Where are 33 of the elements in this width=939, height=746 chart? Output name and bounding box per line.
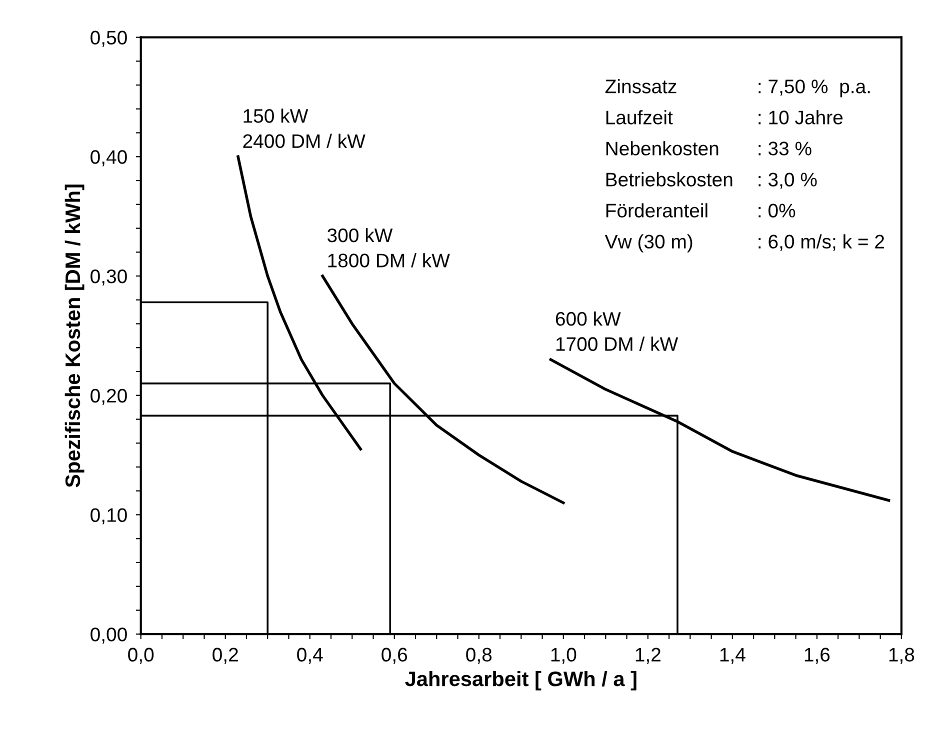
x-tick-label: 0,4 (297, 648, 323, 664)
annotation: : 3,0 % (758, 172, 817, 189)
y-tick-label: 0,40 (90, 150, 127, 166)
x-tick-label: 0,6 (382, 648, 408, 664)
series-label: 600 kW 1700 DM / kW (556, 312, 678, 351)
y-tick-label: 0,30 (90, 269, 127, 286)
annotation: : 33 % (758, 142, 812, 156)
annotation: : 0% (758, 204, 796, 218)
x-tick-label: 1,0 (551, 648, 576, 664)
annotation: Laufzeit (606, 110, 673, 124)
x-tick-label: 1,6 (804, 648, 830, 664)
x-tick-label: 0,0 (128, 648, 154, 664)
annotation: : 6,0 m/s; k = 2 (758, 234, 884, 251)
x-tick-label: 1,4 (720, 648, 746, 664)
y-axis-title: Spezifische Kosten [DM / kWh] (64, 184, 84, 488)
annotation: Förderanteil (606, 203, 708, 218)
annotation: Betriebskosten (606, 172, 732, 186)
y-tick-label: 0,10 (90, 508, 127, 524)
x-tick-label: 1,2 (636, 648, 660, 664)
y-tick-label: 0,20 (90, 388, 127, 405)
annotation: : 10 Jahre (758, 110, 843, 124)
y-tick-label: 0,50 (90, 30, 127, 47)
y-tick-label: 0,00 (90, 628, 127, 644)
annotation: : 7,50 % p.a. (758, 80, 870, 98)
annotation: Vw (30 m) (604, 234, 692, 252)
x-tick-label: 1,8 (889, 648, 914, 664)
series-label: 300 kW 1800 DM / kW (328, 228, 450, 268)
x-tick-label: 0,2 (212, 648, 238, 664)
x-tick-label: 0,8 (466, 648, 492, 664)
series-label: 150 kW 2400 DM / kW (243, 108, 366, 148)
annotation: Nebenkosten (606, 141, 718, 156)
annotation: Zinssatz (605, 79, 676, 94)
x-axis-title: Jahresarbeit [ GWh / a ] (405, 670, 636, 690)
